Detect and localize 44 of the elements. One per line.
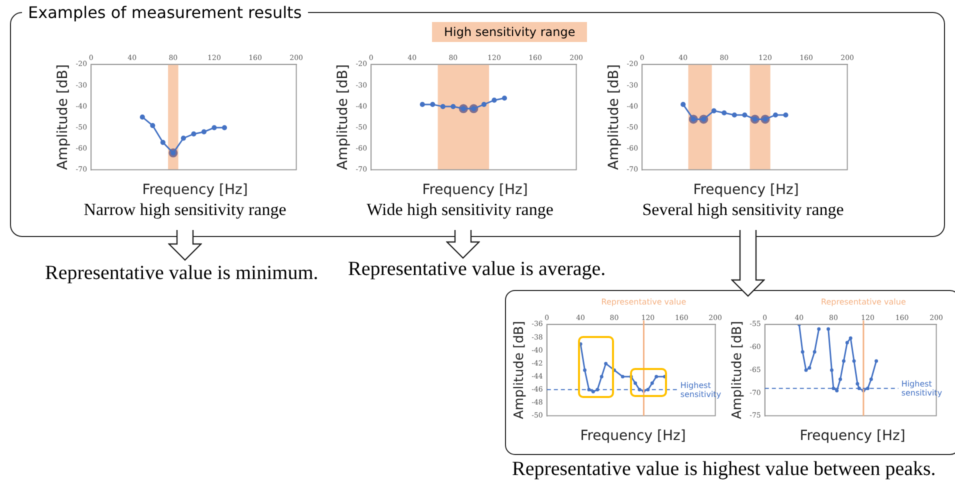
point bbox=[481, 102, 487, 107]
text: High sensitivity range bbox=[432, 22, 588, 42]
text: Examples of measurement results bbox=[22, 3, 308, 22]
ref-line-label: Representative value bbox=[821, 297, 906, 306]
ref-line-label: Highest sensitivity bbox=[901, 379, 942, 398]
point bbox=[711, 108, 716, 114]
point bbox=[180, 136, 186, 141]
y-axis-title: Amplitude [dB] bbox=[606, 64, 622, 170]
point bbox=[201, 129, 207, 134]
x-axis-title: Frequency [Hz] bbox=[421, 182, 529, 198]
x-axis-title: Frequency [Hz] bbox=[692, 182, 800, 198]
point bbox=[440, 104, 446, 110]
point bbox=[783, 112, 788, 118]
x-axis-title: Frequency [Hz] bbox=[579, 428, 687, 444]
ref-line-label: Highest sensitivity bbox=[680, 380, 722, 399]
text: Several high sensitivity range bbox=[641, 200, 845, 220]
point bbox=[502, 96, 508, 101]
text: Representative value is average. bbox=[348, 258, 606, 281]
text: Representative value is minimum. bbox=[45, 262, 318, 285]
point bbox=[191, 131, 196, 137]
point bbox=[420, 102, 425, 107]
text: Narrow high sensitivity range bbox=[82, 200, 288, 220]
x-axis-title: Frequency [Hz] bbox=[141, 182, 249, 198]
point bbox=[680, 102, 686, 107]
point bbox=[212, 125, 217, 130]
point bbox=[450, 104, 456, 110]
point bbox=[140, 114, 145, 120]
text: Wide high sensitivity range bbox=[366, 200, 554, 220]
y-axis-title: Amplitude [dB] bbox=[512, 321, 528, 420]
text: Representative value is highest value between peaks. bbox=[512, 458, 936, 481]
point bbox=[722, 110, 727, 116]
y-axis-title: Amplitude [dB] bbox=[730, 321, 746, 420]
point bbox=[732, 112, 737, 118]
y-axis-title: Amplitude [dB] bbox=[335, 64, 352, 170]
point bbox=[430, 102, 436, 107]
point bbox=[742, 112, 748, 118]
point bbox=[222, 125, 228, 130]
ref-line-label: Representative value bbox=[601, 297, 686, 306]
point bbox=[160, 140, 166, 145]
x-axis-title: Frequency [Hz] bbox=[798, 428, 906, 444]
y-axis-title: Amplitude [dB] bbox=[55, 64, 72, 170]
point bbox=[772, 112, 778, 118]
point bbox=[492, 98, 497, 103]
point bbox=[150, 122, 156, 128]
